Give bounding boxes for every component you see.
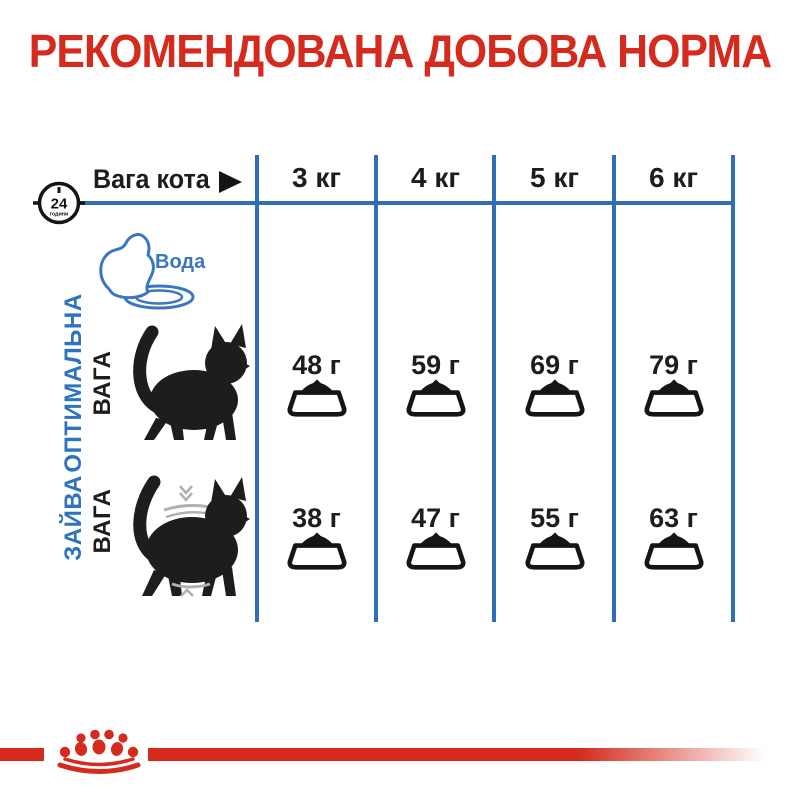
portion-value: 69 г — [530, 350, 579, 380]
food-bowl-icon — [495, 532, 614, 570]
weight-header-label: Вага кота — [93, 164, 210, 194]
page-title: РЕКОМЕНДОВАНА ДОБОВА НОРМА — [28, 25, 772, 77]
portion-value: 48 г — [292, 350, 341, 380]
row-label-excess: ЗАЙВА — [60, 475, 87, 561]
arrow-right-icon — [219, 171, 242, 193]
portion-value: 38 г — [292, 503, 341, 533]
column-header-4kg: 4 кг — [410, 162, 461, 193]
portion-value: 47 г — [411, 503, 460, 533]
water-label: Вода — [155, 251, 206, 273]
row-label-weight: ВАГА — [89, 488, 116, 554]
food-bowl-icon — [257, 379, 376, 417]
optimal-cat-icon — [126, 320, 251, 447]
brand-bar-left — [0, 748, 44, 761]
food-bowl-icon — [614, 379, 733, 417]
column-header-3kg: 3 кг — [291, 162, 342, 193]
clock-value: 24 — [51, 196, 68, 213]
royal-canin-crown-logo — [51, 729, 147, 779]
column-divider — [374, 155, 378, 622]
food-bowl-icon — [376, 532, 495, 570]
column-header-6kg: 6 кг — [648, 162, 699, 193]
portion-value: 55 г — [530, 503, 579, 533]
portion-value: 79 г — [649, 350, 698, 380]
row-label-weight: ВАГА — [89, 350, 116, 416]
brand-bar-right — [148, 748, 765, 761]
food-bowl-icon — [257, 532, 376, 570]
column-divider — [255, 155, 259, 622]
column-header-5kg: 5 кг — [529, 162, 580, 193]
table-header-line — [55, 201, 735, 205]
food-bowl-icon — [495, 379, 614, 417]
clock-unit: години — [50, 212, 69, 218]
food-bowl-icon — [376, 379, 495, 417]
clock-24h-icon: 24 години — [33, 177, 85, 229]
portion-value: 63 г — [649, 503, 698, 533]
overweight-cat-icon — [124, 474, 252, 603]
water-bowl-icon: Вода — [97, 231, 207, 313]
food-bowl-icon — [614, 532, 733, 570]
column-divider — [492, 155, 496, 622]
column-divider — [731, 155, 735, 622]
column-divider — [612, 155, 616, 622]
row-label-optimal: ОПТИМАЛЬНА — [60, 293, 87, 473]
portion-value: 59 г — [411, 350, 460, 380]
